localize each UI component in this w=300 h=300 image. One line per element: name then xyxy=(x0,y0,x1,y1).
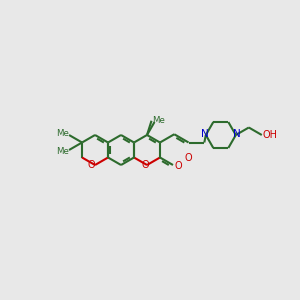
Text: Me: Me xyxy=(56,129,69,138)
Text: Me: Me xyxy=(56,147,69,156)
Text: O: O xyxy=(142,160,149,170)
Text: OH: OH xyxy=(263,130,278,140)
Text: N: N xyxy=(233,129,241,140)
Text: Me: Me xyxy=(152,116,164,125)
Text: N: N xyxy=(201,129,209,140)
Text: O: O xyxy=(88,160,95,170)
Text: O: O xyxy=(174,161,182,171)
Text: O: O xyxy=(185,153,192,164)
